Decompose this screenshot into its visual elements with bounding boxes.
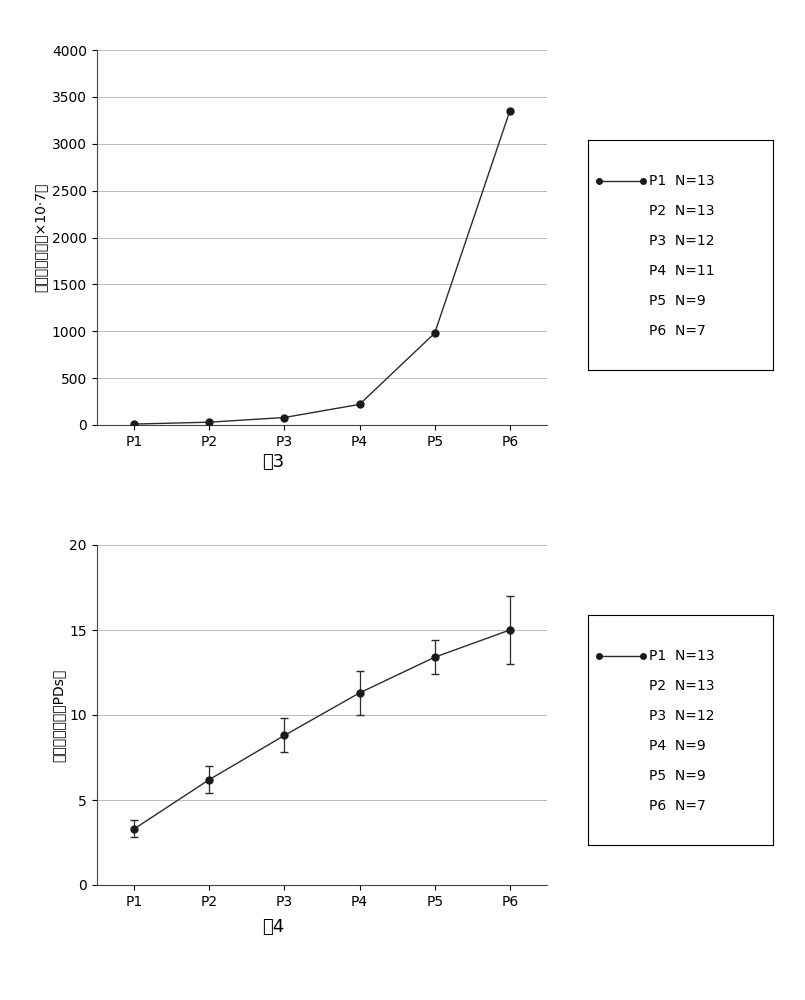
Text: P1  N=13: P1 N=13 (649, 174, 714, 188)
Text: P5  N=9: P5 N=9 (649, 769, 705, 783)
Text: 图4: 图4 (262, 918, 285, 936)
Text: P2  N=13: P2 N=13 (649, 679, 714, 693)
Text: P2  N=13: P2 N=13 (649, 204, 714, 218)
Text: P3  N=12: P3 N=12 (649, 709, 714, 723)
Text: P5  N=9: P5 N=9 (649, 294, 705, 308)
Text: 图3: 图3 (262, 453, 285, 471)
Text: P3  N=12: P3 N=12 (649, 234, 714, 248)
Text: P4  N=11: P4 N=11 (649, 264, 714, 278)
Y-axis label: 累积倍增次数（PDs）: 累积倍增次数（PDs） (51, 668, 65, 762)
Text: P6  N=7: P6 N=7 (649, 799, 705, 813)
Text: P6  N=7: P6 N=7 (649, 324, 705, 338)
Text: P1  N=13: P1 N=13 (649, 649, 714, 663)
Y-axis label: 收获细胞数目（×10·7）: 收获细胞数目（×10·7） (34, 183, 47, 292)
Text: P4  N=9: P4 N=9 (649, 739, 705, 753)
